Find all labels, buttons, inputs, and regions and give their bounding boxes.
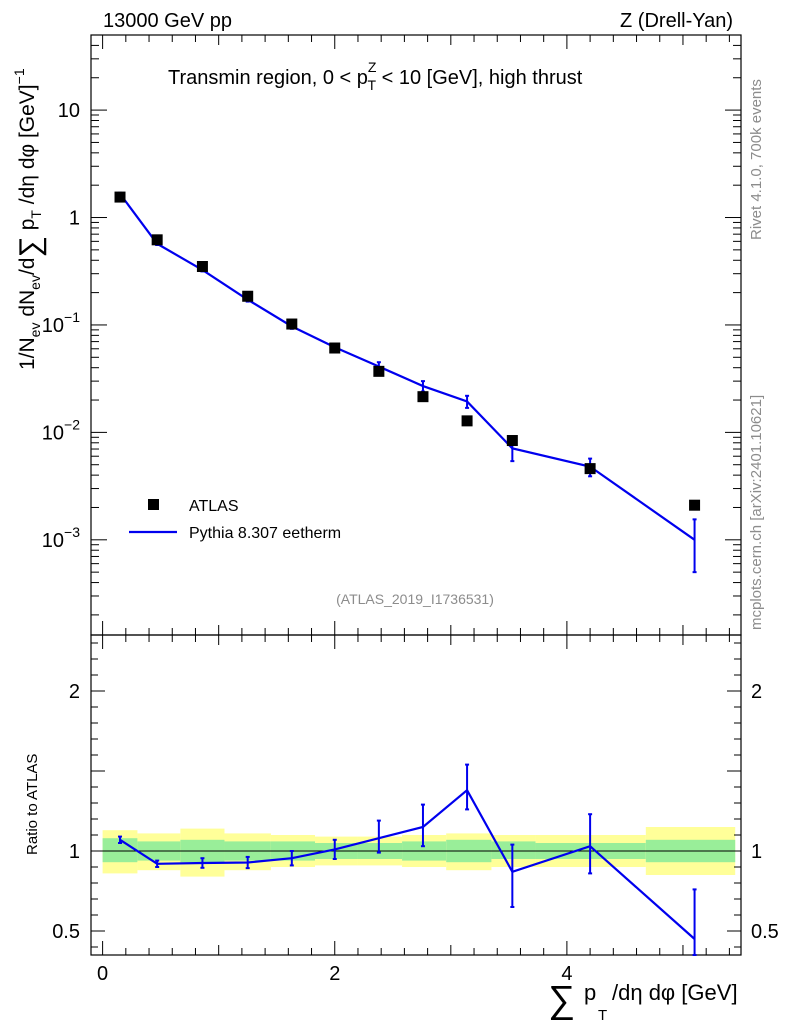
legend-marker-atlas: [148, 499, 159, 510]
plot-title: Transmin region, 0 < pZ T < 10 [GeV], hig…: [168, 59, 583, 93]
main-panel-data: [114, 191, 701, 574]
plot-frames: [90, 34, 742, 956]
ratio-panel-data: [118, 763, 697, 956]
main-y-tick-label: 10−2: [42, 416, 80, 444]
ratio-y-tick-label-right: 0.5: [751, 921, 779, 943]
svg-text:1/Nev dNev/d∑ pT /dη dφ [GeV]: 1/Nev dNev/d∑ pT /dη dφ [GeV]−1: [11, 68, 47, 370]
atlas-data-point: [151, 234, 163, 246]
rivet-label: Rivet 4.1.0, 700k events: [748, 79, 765, 240]
atlas-data-point: [114, 191, 126, 203]
ratio-y-tick-label-left: 0.5: [52, 921, 80, 943]
svg-text:/dη dφ [GeV]: /dη dφ [GeV]: [612, 980, 738, 1005]
x-tick-label: 4: [561, 963, 572, 985]
atlas-data-point: [196, 261, 208, 273]
ratio-y-axis-label: Ratio to ATLAS: [24, 754, 41, 855]
legend-label-pythia: Pythia 8.307 eetherm: [189, 525, 341, 542]
ratio-y-tick-label-right: 1: [751, 841, 762, 863]
x-tick-label: 2: [329, 963, 340, 985]
axis-ticks: [91, 34, 741, 955]
x-axis-label: ∑ p T /dη dφ [GeV]: [548, 979, 738, 1024]
title-text: Transmin region, 0 < pZ T < 10 [GeV], hig…: [168, 59, 583, 93]
analysis-id: (ATLAS_2019_I1736531): [336, 591, 494, 607]
pythia-line: [119, 193, 696, 541]
main-y-tick-label: 10−1: [42, 309, 80, 337]
atlas-data-point: [329, 342, 341, 354]
tick-labels: 0 2 4 10 1 10−1 10−2 10−3 0.5 0.5 1 1 2 2: [42, 100, 779, 985]
ratio-y-tick-label-right: 2: [751, 681, 762, 703]
atlas-data-point: [506, 435, 518, 447]
atlas-data-point: [584, 463, 596, 475]
main-y-tick-label: 10−3: [42, 524, 80, 552]
header-right: Z (Drell-Yan): [620, 10, 733, 32]
ratio-y-tick-label-left: 2: [69, 681, 80, 703]
atlas-data-point: [242, 290, 254, 302]
main-y-tick-label: 1: [69, 208, 80, 230]
main-plot-frame: [90, 34, 742, 636]
main-y-tick-label: 10: [58, 100, 80, 122]
svg-text:T: T: [598, 1007, 607, 1024]
ratio-uncertainty-bands: [102, 827, 736, 877]
mcplots-label: mcplots.cern.ch [arXiv:2401.10621]: [748, 395, 765, 630]
x-tick-label: 0: [97, 963, 108, 985]
atlas-data-point: [417, 391, 429, 403]
main-y-axis-label: 1/Nev dNev/d∑ pT /dη dφ [GeV]−1: [11, 68, 47, 370]
svg-text:∑: ∑: [548, 979, 575, 1021]
atlas-data-point: [373, 365, 385, 377]
atlas-data-point: [286, 318, 298, 330]
header-left: 13000 GeV pp: [103, 10, 232, 32]
legend-label-atlas: ATLAS: [189, 498, 239, 515]
ratio-y-tick-label-left: 1: [69, 841, 80, 863]
atlas-data-point: [461, 415, 473, 427]
legend: ATLAS Pythia 8.307 eetherm: [129, 498, 341, 542]
ratio-plot-frame: [90, 634, 742, 956]
svg-text:p: p: [584, 980, 596, 1005]
ratio-line: [119, 788, 696, 940]
atlas-data-point: [689, 499, 701, 511]
